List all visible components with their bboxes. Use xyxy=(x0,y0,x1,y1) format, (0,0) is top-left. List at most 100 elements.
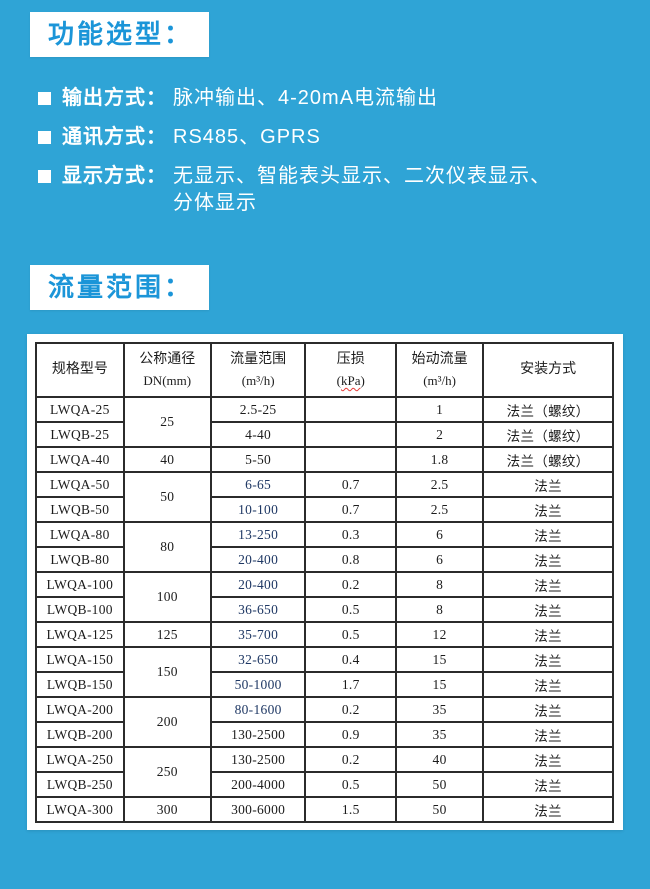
cell-flow-range: 5-50 xyxy=(209,446,307,473)
cell-flow-range: 130-2500 xyxy=(209,721,307,748)
cell-model: LWQA-80 xyxy=(35,521,125,548)
cell-flow-range: 20-400 xyxy=(209,571,307,598)
cell-install: 法兰 xyxy=(482,646,614,673)
table-row: LWQA-125 125 35-700 0.5 12 法兰 xyxy=(35,621,614,648)
cell-flow-range: 32-650 xyxy=(209,646,307,673)
table-row: LWQB-50 10-100 0.7 2.5 法兰 xyxy=(35,496,614,523)
spec-table: 规格型号 公称通径 DN(mm) 流量范围 (m³/h) 压损 (kPa) 始动流量 (m³/h… xyxy=(35,342,614,823)
cell-install: 法兰 xyxy=(482,496,614,523)
table-header-row: 规格型号 公称通径 DN(mm) 流量范围 (m³/h) 压损 (kPa) 始动流量 (m³/h… xyxy=(35,342,614,398)
table-row: LWQB-250 200-4000 0.5 50 法兰 xyxy=(35,771,614,798)
cell-pressure-loss: 0.2 xyxy=(304,746,398,773)
cell-install: 法兰 xyxy=(482,696,614,723)
cell-model: LWQB-80 xyxy=(35,546,125,573)
cell-dn: 50 xyxy=(122,471,212,523)
feature-text: 无显示、智能表头显示、二次仪表显示、 分体显示 xyxy=(173,163,551,217)
cell-flow-range: 10-100 xyxy=(209,496,307,523)
table-row: LWQA-50 50 6-65 0.7 2.5 法兰 xyxy=(35,471,614,523)
cell-pressure-loss: 0.5 xyxy=(304,771,398,798)
cell-model: LWQB-100 xyxy=(35,596,125,623)
feature-text: RS485、GPRS xyxy=(173,126,321,148)
cell-install: 法兰 xyxy=(482,596,614,623)
cell-start-flow: 2.5 xyxy=(395,471,485,498)
column-header: 流量范围 (m³/h) xyxy=(209,342,307,398)
feature-item-display: 显示方式： 无显示、智能表头显示、二次仪表显示、 分体显示 xyxy=(38,163,650,217)
feature-text-line2: 分体显示 xyxy=(173,192,257,214)
column-header: 压损 (kPa) xyxy=(304,342,398,398)
cell-model: LWQB-25 xyxy=(35,421,125,448)
cell-flow-range: 13-250 xyxy=(209,521,307,548)
cell-pressure-loss: 0.2 xyxy=(304,571,398,598)
cell-start-flow: 2.5 xyxy=(395,496,485,523)
cell-start-flow: 8 xyxy=(395,596,485,623)
cell-install: 法兰 xyxy=(482,671,614,698)
cell-install: 法兰（螺纹） xyxy=(482,421,614,448)
feature-list: 输出方式： 脉冲输出、4-20mA电流输出 通讯方式： RS485、GPRS 显… xyxy=(38,85,650,217)
cell-flow-range: 36-650 xyxy=(209,596,307,623)
table-row: LWQA-25 25 2.5-25 1 法兰（螺纹） xyxy=(35,396,614,448)
cell-pressure-loss: 0.7 xyxy=(304,496,398,523)
square-bullet-icon xyxy=(38,170,51,183)
cell-start-flow: 2 xyxy=(395,421,485,448)
cell-install: 法兰 xyxy=(482,796,614,823)
square-bullet-icon xyxy=(38,131,51,144)
cell-install: 法兰 xyxy=(482,621,614,648)
cell-start-flow: 50 xyxy=(395,771,485,798)
cell-install: 法兰（螺纹） xyxy=(482,446,614,473)
column-header: 公称通径 DN(mm) xyxy=(122,342,212,398)
feature-item-communication: 通讯方式： RS485、GPRS xyxy=(38,124,650,151)
cell-install: 法兰 xyxy=(482,521,614,548)
cell-install: 法兰 xyxy=(482,721,614,748)
column-header: 规格型号 xyxy=(35,342,125,398)
section-title-function-selection: 功能选型： xyxy=(30,12,210,57)
cell-model: LWQB-150 xyxy=(35,671,125,698)
cell-model: LWQB-250 xyxy=(35,771,125,798)
cell-dn: 80 xyxy=(122,521,212,573)
cell-start-flow: 6 xyxy=(395,521,485,548)
cell-pressure-loss: 0.9 xyxy=(304,721,398,748)
cell-dn: 300 xyxy=(122,796,212,823)
section-title-text: 流量范围： xyxy=(48,272,194,302)
cell-install: 法兰 xyxy=(482,546,614,573)
cell-start-flow: 15 xyxy=(395,671,485,698)
cell-pressure-loss xyxy=(304,446,398,473)
cell-dn: 200 xyxy=(122,696,212,748)
cell-flow-range: 2.5-25 xyxy=(209,396,307,423)
cell-flow-range: 130-2500 xyxy=(209,746,307,773)
cell-dn: 40 xyxy=(122,446,212,473)
cell-model: LWQB-50 xyxy=(35,496,125,523)
cell-pressure-loss: 0.3 xyxy=(304,521,398,548)
table-row: LWQA-150 150 32-650 0.4 15 法兰 xyxy=(35,646,614,698)
cell-flow-range: 300-6000 xyxy=(209,796,307,823)
cell-model: LWQA-100 xyxy=(35,571,125,598)
cell-pressure-loss: 1.5 xyxy=(304,796,398,823)
cell-start-flow: 8 xyxy=(395,571,485,598)
feature-text: 脉冲输出、4-20mA电流输出 xyxy=(173,87,439,109)
table-row: LWQA-200 200 80-1600 0.2 35 法兰 xyxy=(35,696,614,748)
cell-model: LWQA-25 xyxy=(35,396,125,423)
cell-dn: 125 xyxy=(122,621,212,648)
cell-start-flow: 6 xyxy=(395,546,485,573)
cell-model: LWQA-200 xyxy=(35,696,125,723)
cell-start-flow: 15 xyxy=(395,646,485,673)
cell-pressure-loss: 0.8 xyxy=(304,546,398,573)
cell-dn: 100 xyxy=(122,571,212,623)
cell-pressure-loss: 0.2 xyxy=(304,696,398,723)
cell-model: LWQB-200 xyxy=(35,721,125,748)
column-header: 始动流量 (m³/h) xyxy=(395,342,485,398)
feature-text-line1: 无显示、智能表头显示、二次仪表显示、 xyxy=(173,165,551,187)
table-row: LWQB-150 50-1000 1.7 15 法兰 xyxy=(35,671,614,698)
cell-start-flow: 40 xyxy=(395,746,485,773)
cell-pressure-loss xyxy=(304,421,398,448)
cell-model: LWQA-40 xyxy=(35,446,125,473)
cell-start-flow: 1 xyxy=(395,396,485,423)
cell-pressure-loss: 0.4 xyxy=(304,646,398,673)
cell-model: LWQA-300 xyxy=(35,796,125,823)
cell-start-flow: 1.8 xyxy=(395,446,485,473)
cell-start-flow: 35 xyxy=(395,721,485,748)
page: { "page": { "background_color": "#2FA4D6… xyxy=(0,12,650,889)
cell-pressure-loss: 0.5 xyxy=(304,596,398,623)
spec-table-card: 规格型号 公称通径 DN(mm) 流量范围 (m³/h) 压损 (kPa) 始动流量 (m³/h… xyxy=(27,334,623,830)
cell-install: 法兰 xyxy=(482,471,614,498)
feature-label: 通讯方式： xyxy=(62,126,167,148)
